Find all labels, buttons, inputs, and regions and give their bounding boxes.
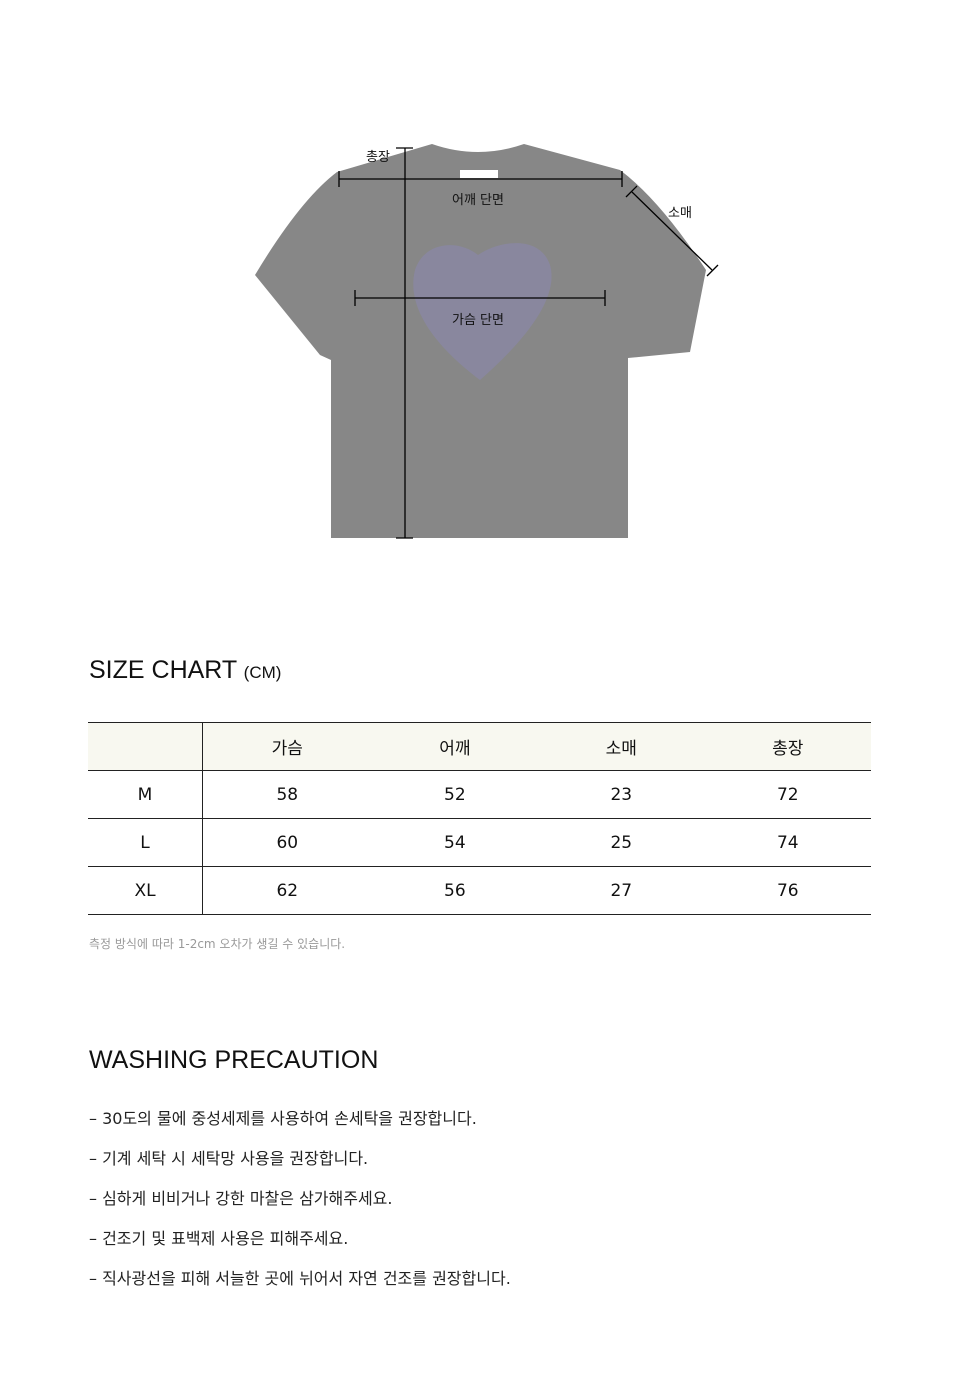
list-item: – 건조기 및 표백제 사용은 피해주세요.	[89, 1229, 349, 1248]
table-cell: 27	[538, 866, 705, 915]
tshirt-illustration	[255, 144, 719, 539]
size-diagram: 총장 어깨 단면 소매 가슴 단면	[0, 0, 960, 600]
list-item: – 직사광선을 피해 서늘한 곳에 뉘어서 자연 건조를 권장합니다.	[89, 1269, 511, 1288]
heart-graphic	[413, 243, 552, 380]
size-chart-unit: (CM)	[243, 663, 282, 682]
length-label: 총장	[366, 150, 390, 165]
size-chart-title: SIZE CHART (CM)	[89, 656, 281, 685]
header-cell: 어깨	[371, 722, 539, 771]
table-cell: 62	[202, 866, 372, 915]
washing-title: WASHING PRECAUTION	[89, 1046, 379, 1074]
sleeve-label: 소매	[668, 206, 692, 221]
size-chart-title-text: SIZE CHART	[89, 656, 237, 684]
list-item: – 30도의 물에 중성세제를 사용하여 손세탁을 권장합니다.	[89, 1109, 477, 1128]
header-cell: 소매	[538, 722, 705, 771]
size-cell: L	[88, 818, 203, 867]
neck-tag	[460, 170, 498, 178]
chest-label: 가슴 단면	[452, 313, 504, 328]
list-item: – 심하게 비비거나 강한 마찰은 삼가해주세요.	[89, 1189, 393, 1208]
table-cell: 23	[538, 770, 705, 819]
table-row: XL 62 56 27 76	[88, 866, 871, 915]
header-cell	[88, 722, 203, 771]
table-cell: 56	[371, 866, 539, 915]
table-cell: 72	[704, 770, 871, 819]
size-cell: XL	[88, 866, 203, 915]
size-cell: M	[88, 770, 203, 819]
table-cell: 54	[371, 818, 539, 867]
table-cell: 74	[704, 818, 871, 867]
measurement-note: 측정 방식에 따라 1-2cm 오차가 생길 수 있습니다.	[89, 937, 346, 951]
table-cell: 58	[202, 770, 372, 819]
size-table: 가슴 어깨 소매 총장 M 58 52 23 72 L 60 54 25 74 XL 62 56 27…	[88, 722, 871, 915]
table-row: L 60 54 25 74	[88, 818, 871, 867]
table-cell: 52	[371, 770, 539, 819]
shoulder-label: 어깨 단면	[452, 193, 504, 208]
table-cell: 76	[704, 866, 871, 915]
washing-list: – 30도의 물에 중성세제를 사용하여 손세탁을 권장합니다. – 기계 세탁…	[89, 1105, 511, 1305]
table-row: M 58 52 23 72	[88, 770, 871, 819]
header-cell: 총장	[704, 722, 871, 771]
table-header-row: 가슴 어깨 소매 총장	[88, 722, 871, 771]
table-cell: 60	[202, 818, 372, 867]
table-cell: 25	[538, 818, 705, 867]
list-item: – 기계 세탁 시 세탁망 사용을 권장합니다.	[89, 1149, 369, 1168]
measure-lines	[338, 147, 719, 539]
header-cell: 가슴	[202, 722, 372, 771]
